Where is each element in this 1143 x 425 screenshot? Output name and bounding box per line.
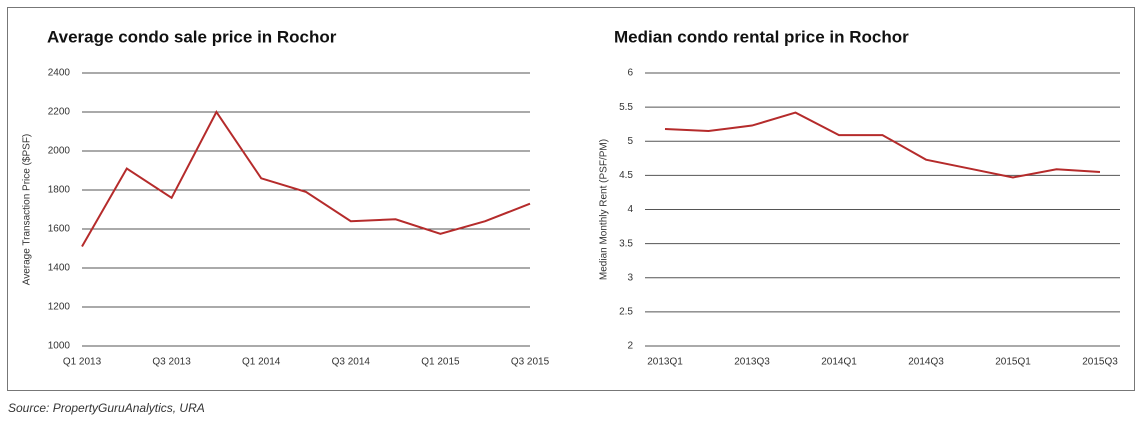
frame [7,7,1135,391]
x-tick-label: Q1 2015 [421,357,460,368]
source-note: Source: PropertyGuruAnalytics, URA [8,401,205,415]
y-tick-label: 1800 [48,185,71,196]
y-tick-label: 5 [627,136,633,147]
x-tick-label: 2014Q1 [821,357,857,368]
y-tick-label: 1600 [48,224,71,235]
y-tick-label: 3.5 [619,238,633,249]
y-tick-label: 6 [627,68,633,79]
data-line [81,110,531,248]
x-tick-label: 2015Q1 [995,357,1031,368]
y-tick-label: 2400 [48,68,71,79]
x-tick-label: Q1 2014 [242,357,281,368]
x-tick-label: Q3 2015 [511,357,550,368]
x-tick-label: Q1 2013 [63,357,102,368]
x-tick-label: 2014Q3 [908,357,944,368]
y-tick-label: 4.5 [619,170,633,181]
x-tick-label: 2015Q3 [1082,357,1118,368]
y-tick-label: 2.5 [619,307,633,318]
y-tick-label: 2200 [48,107,71,118]
y-tick-label: 2000 [48,146,71,157]
y-tick-label: 1200 [48,302,71,313]
y-axis-label: Average Transaction Price ($PSF) [22,134,33,286]
y-tick-label: 4 [627,204,633,215]
y-tick-label: 2 [627,341,633,352]
x-tick-label: 2013Q3 [734,357,770,368]
y-tick-label: 1000 [48,341,71,352]
y-axis-label: Median Monthly Rent (PSF/PM) [599,139,610,280]
chart-title: Average condo sale price in Rochor [47,27,337,46]
x-tick-label: Q3 2013 [152,357,191,368]
x-tick-label: 2013Q1 [647,357,683,368]
data-line [664,111,1101,179]
chart-title: Median condo rental price in Rochor [614,27,909,46]
y-tick-label: 3 [627,272,633,283]
y-tick-label: 5.5 [619,102,633,113]
x-tick-label: Q3 2014 [332,357,371,368]
y-tick-label: 1400 [48,263,71,274]
